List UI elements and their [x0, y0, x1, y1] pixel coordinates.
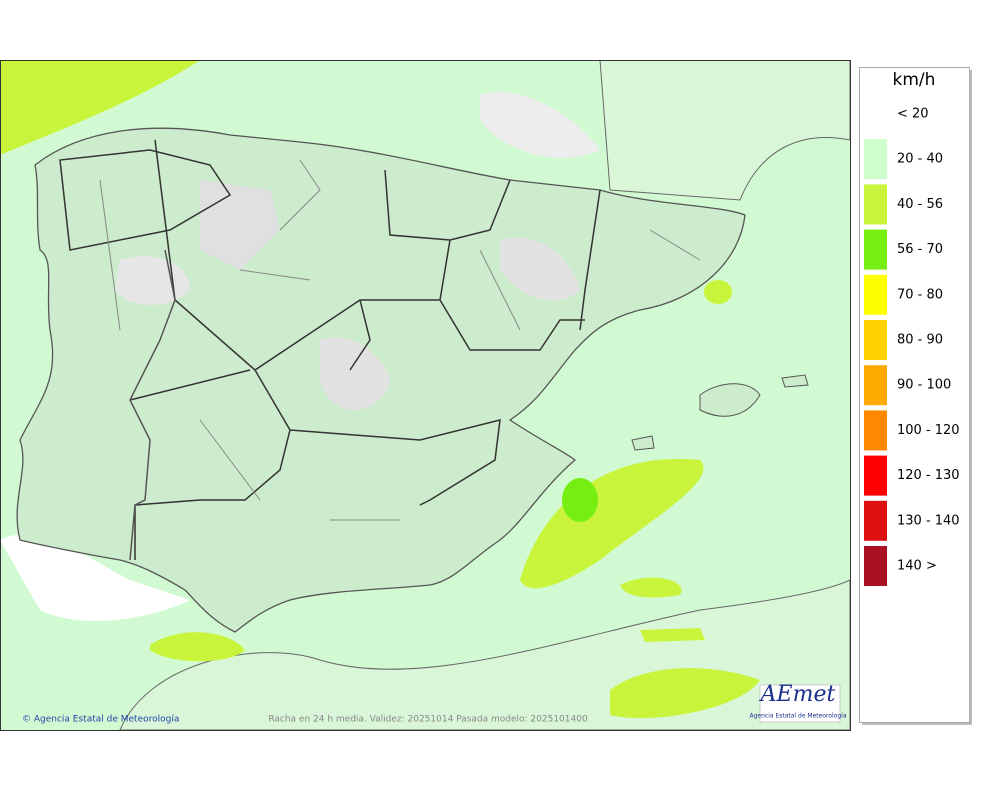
legend-swatch	[864, 94, 887, 134]
legend-label: 140 >	[897, 559, 937, 574]
calm-zone	[320, 337, 390, 410]
legend-swatch	[864, 320, 887, 360]
map-area: AEmet Agencia Estatal de Meteorología © …	[0, 60, 850, 730]
wind-zone	[520, 458, 704, 589]
legend-label: 40 - 56	[897, 197, 943, 212]
province-border	[99, 159, 701, 521]
legend-label: < 20	[897, 107, 929, 122]
legend-title: km/h	[893, 70, 936, 90]
wind-zone	[562, 478, 598, 522]
legend-swatch	[864, 546, 887, 586]
logo-box	[759, 684, 841, 723]
wind-zone	[704, 280, 732, 304]
map-frame	[0, 60, 851, 731]
logo: AEmet	[759, 682, 836, 707]
calm-zone	[500, 237, 580, 301]
calm-zone	[0, 534, 190, 621]
legend-label: 20 - 40	[897, 152, 943, 167]
calm-zone	[480, 91, 600, 159]
legend-label: 120 - 130	[897, 468, 960, 483]
legend-swatch	[864, 410, 887, 451]
region-border	[59, 149, 232, 251]
calm-zone	[200, 180, 280, 270]
france	[599, 60, 850, 201]
legend-label: 130 - 140	[897, 513, 960, 528]
legend-swatch	[864, 365, 887, 406]
island	[631, 435, 655, 451]
legend-label: 90 - 100	[897, 378, 951, 393]
caption: Racha en 24 h media. Validez: 20251014 P…	[268, 715, 588, 725]
legend-label: 56 - 70	[897, 242, 943, 257]
legend-swatch	[864, 139, 887, 180]
island	[781, 374, 809, 388]
legend-swatch	[864, 229, 887, 270]
wind-zone	[610, 668, 760, 719]
credit: © Agencia Estatal de Meteorología	[22, 715, 179, 725]
island	[699, 383, 761, 417]
legend-label: 100 - 120	[897, 423, 960, 438]
logo-subtitle: Agencia Estatal de Meteorología	[750, 713, 847, 720]
legend: < 20 20 - 40 40 - 56 56 - 70 70 - 80 80 - 90 9…	[864, 94, 960, 586]
legend-swatch	[864, 455, 887, 496]
legend-swatch	[864, 274, 887, 315]
wind-zone	[640, 628, 705, 642]
region-border	[129, 139, 601, 560]
wind-zone	[150, 632, 245, 662]
wind-zone	[620, 577, 682, 598]
country-border	[129, 249, 176, 561]
wind-zone	[0, 60, 200, 155]
legend-label: 70 - 80	[897, 287, 943, 302]
legend-swatch	[864, 184, 887, 225]
legend-swatch	[864, 500, 887, 541]
legend-label: 80 - 90	[897, 333, 943, 348]
